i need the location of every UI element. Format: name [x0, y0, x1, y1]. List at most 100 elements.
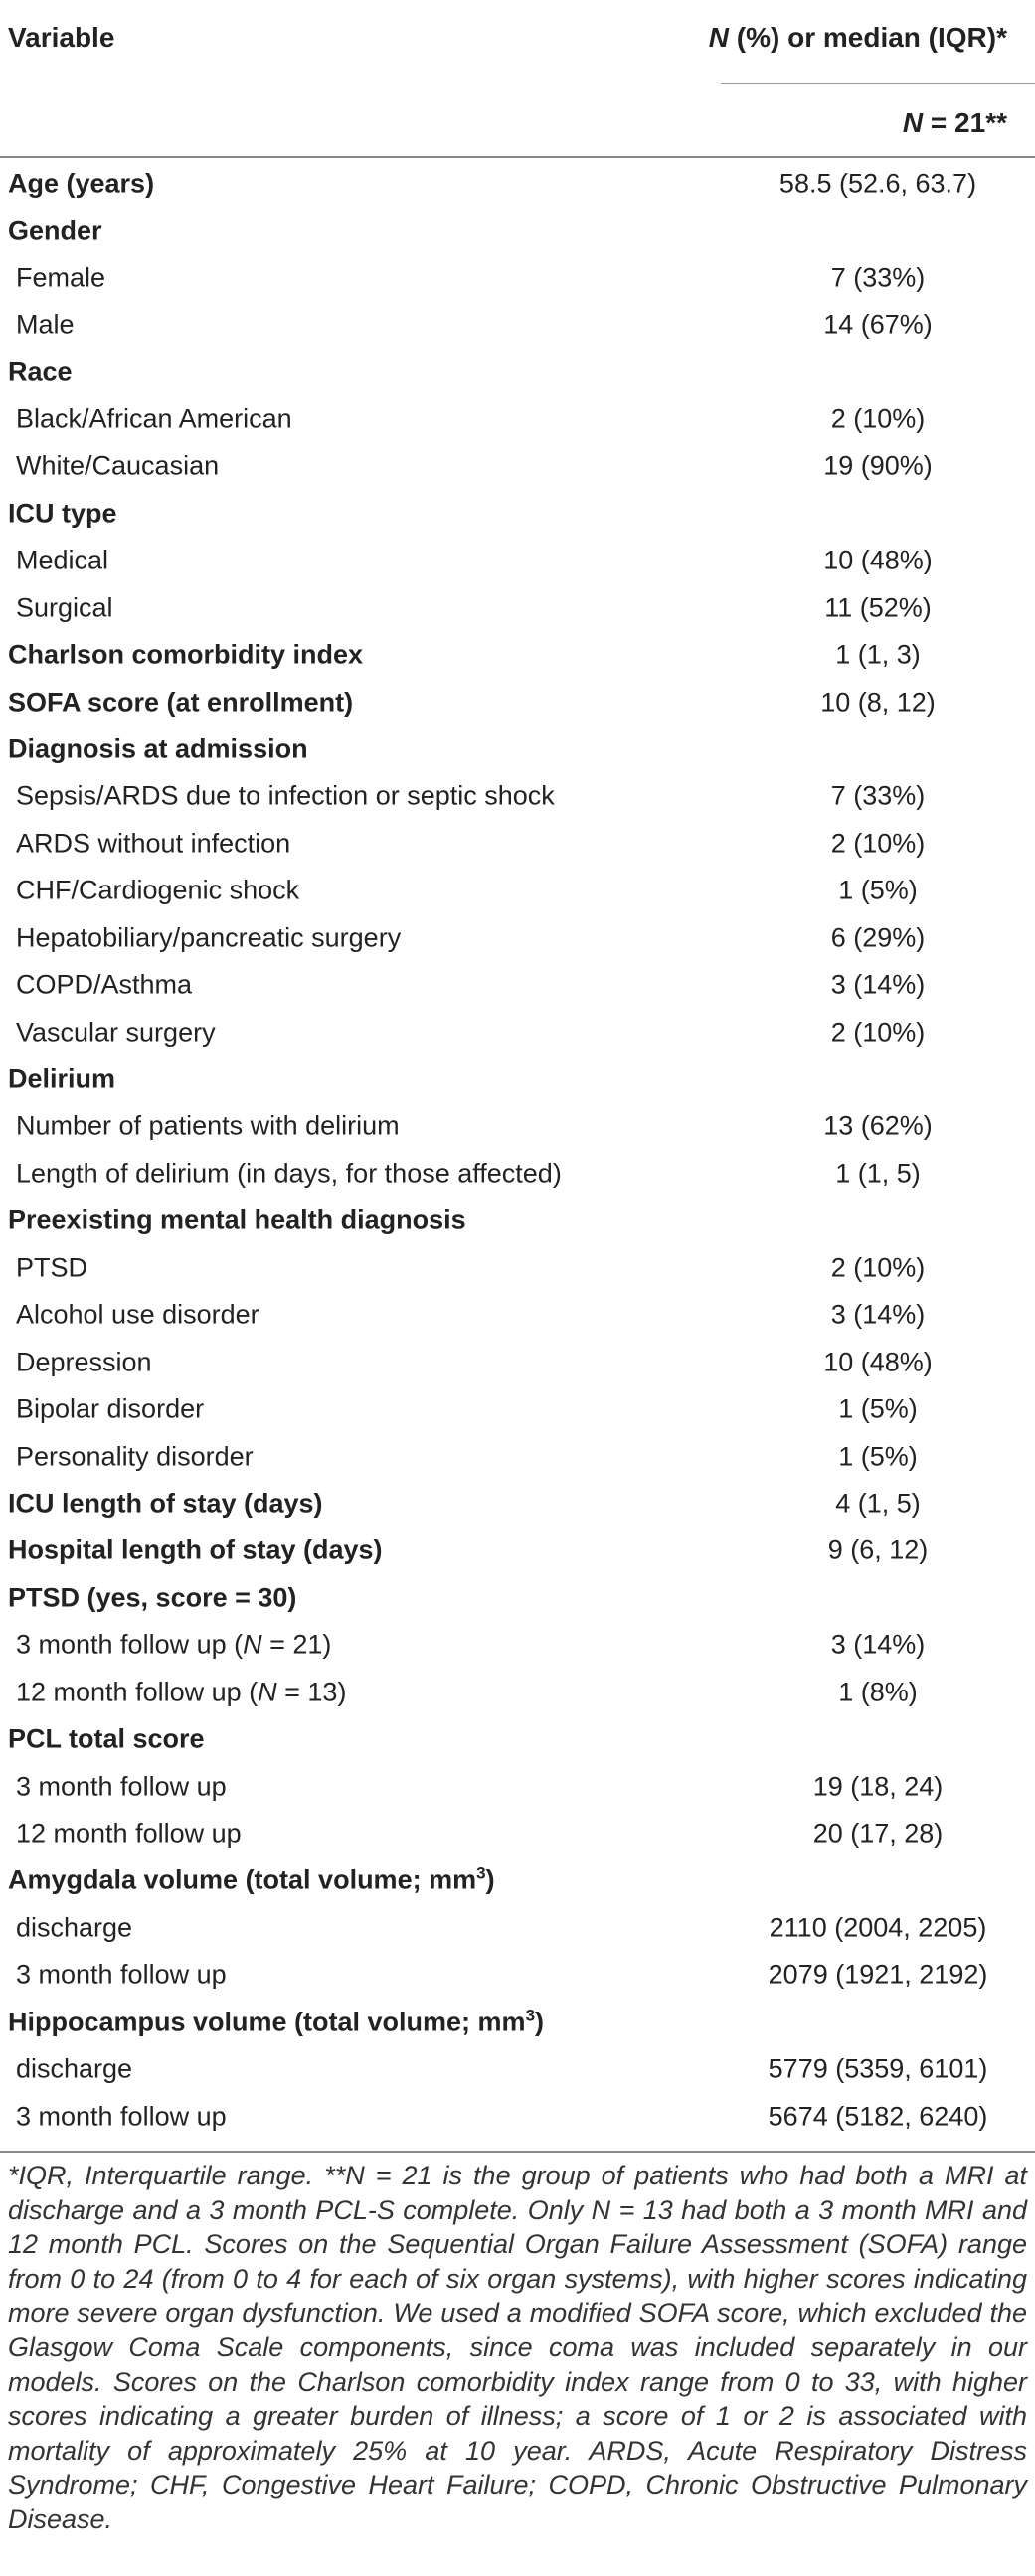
row-label: 12 month follow up: [16, 1819, 242, 1850]
table-row-heading: PTSD (yes, score = 30): [0, 1574, 1035, 1621]
row-label-superscript: 3: [525, 2006, 536, 2025]
header-rule: [0, 156, 1035, 158]
row-label: Black/African American: [16, 403, 292, 434]
row-label: Delirium: [8, 1064, 115, 1095]
row-label-text: Hepatobiliary/pancreatic surgery: [16, 922, 402, 953]
row-label: Charlson comorbidity index: [8, 640, 363, 671]
row-label: Depression: [16, 1347, 152, 1377]
row-label-text: PTSD: [16, 1252, 88, 1283]
row-value: 3 (14%): [830, 1629, 926, 1660]
row-label-text: Female: [16, 262, 106, 293]
row-label-text: Vascular surgery: [16, 1017, 216, 1047]
row-label-text: Race: [8, 356, 73, 387]
row-value: 1 (1, 5): [835, 1158, 921, 1189]
variable-column-header: Variable: [8, 22, 115, 53]
row-label-text: Depression: [16, 1347, 152, 1377]
row-value: 1 (5%): [838, 1393, 918, 1424]
row-label-text: SOFA score (at enrollment): [8, 687, 354, 718]
row-label-text: 3 month follow up: [16, 1959, 227, 1990]
row-label: COPD/Asthma: [16, 970, 192, 1001]
row-label: Age (years): [8, 168, 154, 199]
row-label: Hippocampus volume (total volume; mm3): [8, 2007, 544, 2037]
row-label: Personality disorder: [16, 1441, 254, 1472]
row-label-suffix: = 13): [276, 1677, 347, 1707]
table-row: ARDS without infection 2 (10%): [0, 820, 1035, 867]
row-value: 7 (33%): [830, 262, 926, 293]
row-label-text: discharge: [16, 1912, 133, 1943]
row-label-text: Charlson comorbidity index: [8, 639, 364, 670]
table-row-heading: PCL total score: [0, 1715, 1035, 1762]
table-row: Alcohol use disorder 3 (14%): [0, 1292, 1035, 1339]
table-row: 3 month follow up 19 (18, 24): [0, 1763, 1035, 1810]
row-value: 19 (90%): [823, 450, 933, 481]
table-row-heading: Race: [0, 349, 1035, 396]
row-value: 13 (62%): [823, 1110, 933, 1141]
row-label-text: Personality disorder: [16, 1441, 254, 1472]
row-label-italic: N: [243, 1629, 262, 1660]
row-label-text: Hippocampus volume (total volume; mm: [8, 2007, 526, 2037]
row-value: 2079 (1921, 2192): [768, 1959, 988, 1990]
table-row-heading: Age (years) 58.5 (52.6, 63.7): [0, 160, 1035, 207]
row-value: 2110 (2004, 2205): [769, 1912, 987, 1943]
table-row: Hepatobiliary/pancreatic surgery 6 (29%): [0, 914, 1035, 961]
row-label: Hepatobiliary/pancreatic surgery: [16, 922, 401, 953]
row-label-text: Male: [16, 309, 75, 340]
row-label: ICU length of stay (days): [8, 1488, 323, 1519]
row-value: 2 (10%): [830, 828, 926, 859]
table-row-heading: Delirium: [0, 1055, 1035, 1102]
row-label: Female: [16, 262, 105, 293]
statistic-header-text: (%) or median (IQR)*: [728, 22, 1007, 53]
row-label: Bipolar disorder: [16, 1394, 204, 1425]
row-value: 19 (18, 24): [812, 1771, 944, 1802]
row-label-text: 12 month follow up: [16, 1818, 242, 1849]
table-row: Depression 10 (48%): [0, 1339, 1035, 1385]
row-label-text: Number of patients with delirium: [16, 1110, 400, 1141]
row-value: 1 (5%): [838, 1441, 918, 1472]
row-value: 20 (17, 28): [812, 1818, 944, 1849]
sample-size-text: = 21**: [923, 107, 1007, 138]
table-row-heading: Charlson comorbidity index 1 (1, 3): [0, 631, 1035, 678]
row-label-text: Hospital length of stay (days): [8, 1534, 383, 1565]
row-label: CHF/Cardiogenic shock: [16, 876, 299, 906]
row-label: SOFA score (at enrollment): [8, 687, 353, 718]
row-label: ICU type: [8, 498, 117, 529]
row-label: PTSD (yes, score = 30): [8, 1582, 296, 1613]
statistic-n-letter: N: [708, 22, 729, 53]
row-value: 3 (14%): [830, 1299, 926, 1330]
table-row-heading: SOFA score (at enrollment) 10 (8, 12): [0, 679, 1035, 725]
row-value: 5779 (5359, 6101): [768, 2053, 988, 2084]
table-row-heading: Amygdala volume (total volume; mm3): [0, 1857, 1035, 1904]
row-value: 14 (67%): [823, 309, 933, 340]
row-value: 3 (14%): [830, 969, 926, 1000]
table-row-heading: ICU type: [0, 490, 1035, 537]
row-value: 10 (8, 12): [820, 687, 936, 718]
table-row: Medical 10 (48%): [0, 538, 1035, 584]
table-row-heading: Preexisting mental health diagnosis: [0, 1198, 1035, 1244]
table-row: 12 month follow up 20 (17, 28): [0, 1810, 1035, 1856]
row-value: 11 (52%): [824, 592, 932, 623]
row-label: 3 month follow up: [16, 2101, 227, 2132]
row-label-text: Sepsis/ARDS due to infection or septic s…: [16, 780, 555, 811]
table-row: CHF/Cardiogenic shock 1 (5%): [0, 868, 1035, 914]
row-label-text: Surgical: [16, 592, 113, 623]
row-label-text: ICU length of stay (days): [8, 1488, 323, 1519]
row-value: 58.5 (52.6, 63.7): [778, 168, 977, 199]
row-label-text: COPD/Asthma: [16, 969, 193, 1000]
row-label: Number of patients with delirium: [16, 1111, 400, 1142]
row-label-text: White/Caucasian: [16, 450, 220, 481]
row-label-text: Length of delirium (in days, for those a…: [16, 1158, 562, 1189]
row-label: Preexisting mental health diagnosis: [8, 1206, 466, 1236]
table-row: Black/African American 2 (10%): [0, 396, 1035, 442]
row-label-superscript: 3: [476, 1863, 486, 1883]
row-label-text: 3 month follow up: [16, 2101, 227, 2132]
row-label: Alcohol use disorder: [16, 1300, 259, 1331]
row-label-text: 3 month follow up (: [16, 1629, 244, 1660]
row-label-text: ARDS without infection: [16, 828, 291, 859]
row-label: Medical: [16, 546, 108, 576]
table-body: Age (years) 58.5 (52.6, 63.7) Gender Female…: [0, 160, 1035, 2140]
statistic-column-header: N (%) or median (IQR)*: [709, 22, 1007, 54]
row-label: Diagnosis at admission: [8, 733, 308, 764]
row-label-text: PCL total score: [8, 1723, 205, 1754]
row-label: 3 month follow up: [16, 1771, 227, 1802]
